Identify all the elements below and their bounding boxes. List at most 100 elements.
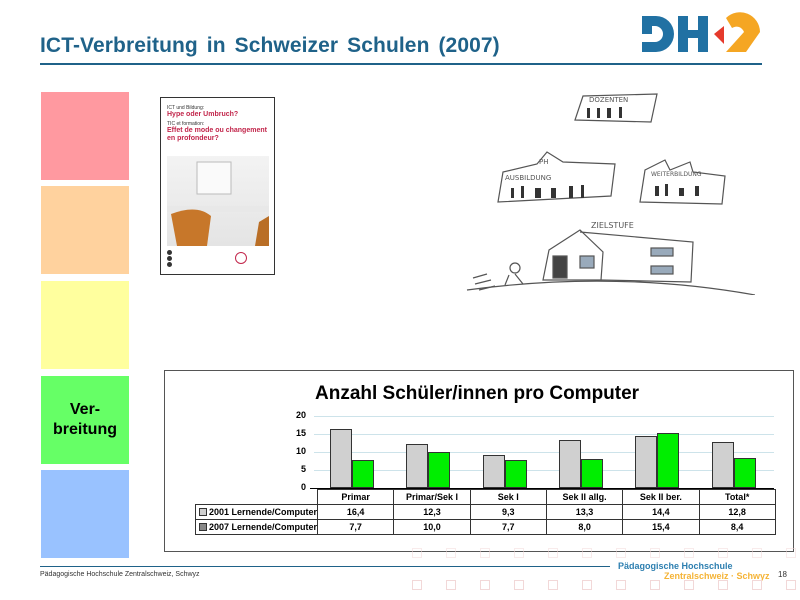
ytick-label: 15: [295, 428, 306, 438]
deco-square-icon: [446, 548, 456, 558]
bar-2001: [482, 454, 505, 488]
ytick-label: 20: [295, 410, 306, 420]
nav-block-2[interactable]: [41, 186, 129, 274]
deco-square-icon: [650, 548, 660, 558]
nav-block-1[interactable]: [41, 92, 129, 180]
ytick-label: 0: [300, 482, 306, 492]
deco-square-icon: [616, 580, 626, 590]
deco-square-icon: [718, 580, 728, 590]
svg-text:ZIELSTUFE: ZIELSTUFE: [591, 221, 634, 230]
svg-text:WEITERBILDUNG: WEITERBILDUNG: [651, 171, 702, 178]
category-header: Primar/Sek I: [393, 489, 471, 505]
category-header: Sek I: [469, 489, 547, 505]
nav-block-3[interactable]: [41, 281, 129, 369]
series-label: 2001 Lernende/Computer: [209, 507, 318, 517]
brochure-line1: ICT und Bildung:: [167, 105, 205, 111]
footer-divider: [40, 566, 610, 567]
nav-block-verbreitung[interactable]: Ver- breitung: [41, 376, 129, 464]
bar-2007: [580, 459, 603, 488]
table-header-row: Primar Primar/Sek I Sek I Sek II allg. S…: [195, 489, 776, 505]
table-cell: 16,4: [317, 504, 395, 520]
bar-2001: [711, 441, 734, 488]
bar-2007: [352, 460, 374, 488]
deco-square-icon: [684, 548, 694, 558]
deco-square-icon: [480, 580, 490, 590]
bar-2007: [733, 457, 756, 488]
legend-swatch-2001: [199, 508, 207, 516]
svg-text:AUSBILDUNG: AUSBILDUNG: [505, 174, 551, 182]
deco-square-icon: [514, 548, 524, 558]
deco-square-icon: [582, 580, 592, 590]
table-cell: 12,3: [393, 504, 471, 520]
deco-square-icon: [412, 548, 422, 558]
chart-data-table: Primar Primar/Sek I Sek I Sek II allg. S…: [194, 489, 776, 535]
bar-2001: [330, 428, 352, 488]
table-cell: 15,4: [622, 519, 700, 535]
bar-2007: [504, 460, 527, 488]
brochure-line3: TIC et formation:: [167, 121, 205, 127]
chart-title: Anzahl Schüler/innen pro Computer: [315, 383, 640, 404]
svg-text:PH: PH: [539, 158, 549, 166]
deco-square-icon: [650, 580, 660, 590]
table-cell: 10,0: [393, 519, 471, 535]
x-axis: [310, 488, 774, 489]
slide-title: ICT-Verbreitung in Schweizer Schulen (20…: [40, 34, 500, 57]
series-label: 2007 Lernende/Computer: [209, 522, 318, 532]
table-cell: 8,0: [545, 519, 624, 535]
brochure-cover-image: ICT und Bildung: Hype oder Umbruch? TIC …: [160, 97, 275, 275]
gridline-5: [314, 470, 774, 471]
gridline-10: [314, 452, 774, 453]
title-divider: [40, 63, 762, 65]
swiss-cross-icon: [235, 252, 247, 264]
brochure-line4: Effet de mode ou changement en profondeu…: [167, 127, 267, 142]
category-header: Primar: [317, 489, 395, 505]
svg-text:DOZENTEN: DOZENTEN: [589, 96, 628, 104]
deco-square-icon: [548, 548, 558, 558]
deco-square-icon: [786, 580, 796, 590]
table-cell: 7,7: [469, 519, 547, 535]
deco-square-icon: [752, 580, 762, 590]
deco-square-icon: [446, 580, 456, 590]
table-row: 2007 Lernende/Computer 7,7 10,0 7,7 8,0 …: [194, 519, 776, 535]
deco-square-icon: [548, 580, 558, 590]
legend-swatch-2007: [199, 523, 207, 531]
deco-square-icon: [480, 548, 490, 558]
deco-square-icon: [616, 548, 626, 558]
brochure-photo: [167, 156, 269, 246]
deco-square-icon: [582, 548, 592, 558]
education-levels-sketch: DOZENTEN PH AUSBILDUNG WEITERBILDUNG ZIE…: [466, 93, 755, 295]
bar-2001: [635, 436, 658, 488]
chart-panel: Anzahl Schüler/innen pro Computer 20 15 …: [164, 370, 794, 552]
footer-org-line1: Pädagogische Hochschule: [618, 561, 733, 571]
bar-2007: [428, 452, 451, 488]
brochure-line2: Hype oder Umbruch?: [167, 111, 239, 118]
ytick-label: 10: [295, 446, 306, 456]
nav-block-label-line2: breitung: [53, 421, 117, 438]
page-number: 18: [778, 570, 787, 579]
footer-org-line2: Zentralschweiz · Schwyz: [664, 571, 770, 581]
table-row: 2001 Lernende/Computer 16,4 12,3 9,3 13,…: [194, 504, 776, 520]
deco-square-icon: [412, 580, 422, 590]
table-cell: 13,3: [545, 504, 624, 520]
nav-block-5[interactable]: [41, 470, 129, 558]
bar-2001: [558, 440, 581, 488]
footer-institution: Pädagogische Hochschule Zentralschweiz, …: [40, 571, 200, 578]
category-header: Sek II allg.: [545, 489, 624, 505]
deco-square-icon: [752, 548, 762, 558]
table-cell: 8,4: [698, 519, 776, 535]
table-cell: 12,8: [698, 504, 776, 520]
bar-2007: [657, 432, 680, 488]
gridline-15: [314, 434, 774, 435]
category-header: Sek II ber.: [622, 489, 700, 505]
deco-square-icon: [718, 548, 728, 558]
category-header: Total*: [698, 489, 776, 505]
deco-square-icon: [786, 548, 796, 558]
table-cell: 9,3: [469, 504, 547, 520]
deco-square-icon: [684, 580, 694, 590]
bar-chart-plot: 20 15 10 5 0: [296, 410, 774, 492]
phz-logo: [642, 12, 760, 52]
bar-2001: [406, 443, 429, 488]
deco-square-icon: [514, 580, 524, 590]
table-cell: 7,7: [317, 519, 395, 535]
ytick-label: 5: [300, 464, 306, 474]
